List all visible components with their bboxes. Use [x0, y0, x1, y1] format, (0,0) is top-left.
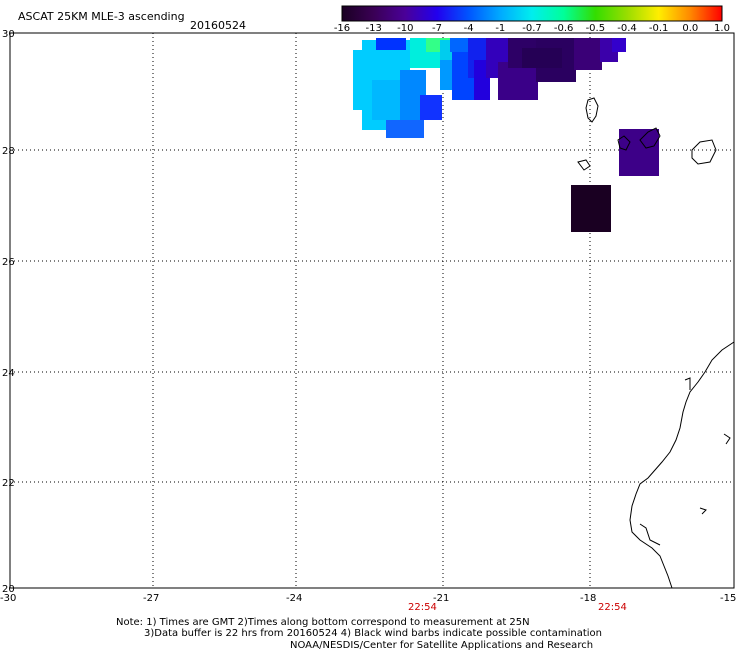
note-line-2: 3)Data buffer is 22 hrs from 20160524 4)…: [144, 628, 602, 639]
colorbar-label: -10: [397, 23, 413, 34]
colorbar-label: -16: [334, 23, 350, 34]
plot-date: 20160524: [190, 19, 246, 32]
x-tick-minus-24: -24: [286, 593, 302, 604]
x-tick-minus-27: -27: [143, 593, 159, 604]
x-tick-minus-18: -18: [580, 593, 596, 604]
y-tick-24: 24: [2, 368, 15, 379]
y-tick-28: 28: [2, 146, 15, 157]
note-line-3: NOAA/NESDIS/Center for Satellite Applica…: [290, 640, 593, 650]
y-tick-22: 22: [2, 478, 15, 489]
colorbar: -16 -13 -10 -7 -4 -1 -0.7 -0.6 -0.5 -0.4 -0.1 0.0 1.…: [334, 5, 730, 34]
colorbar-label: 1.0: [714, 23, 730, 34]
colorbar-gradient: [341, 5, 723, 22]
x-tick-minus-30: -30: [0, 593, 16, 604]
coastlines: [577, 97, 735, 589]
colorbar-label: -7: [432, 23, 442, 34]
time-label-left: 22:54: [408, 602, 437, 613]
colorbar-label: -0.4: [617, 23, 637, 34]
wind-swath: [353, 38, 659, 232]
colorbar-label: -0.6: [554, 23, 574, 34]
note-line-1: Note: 1) Times are GMT 2)Times along bot…: [116, 617, 530, 628]
x-tick-minus-21: -21: [433, 593, 449, 604]
y-tick-20: 20: [2, 584, 15, 595]
y-tick-26: 26: [2, 257, 15, 268]
grid: [10, 33, 734, 588]
colorbar-label: -0.7: [522, 23, 542, 34]
y-tick-30: 30: [2, 29, 15, 40]
plot-title: ASCAT 25KM MLE-3 ascending: [18, 10, 185, 23]
colorbar-label: -0.1: [649, 23, 669, 34]
x-tick-minus-15: -15: [720, 593, 736, 604]
colorbar-label: 0.0: [682, 23, 698, 34]
colorbar-label: -4: [464, 23, 474, 34]
time-label-right: 22:54: [598, 602, 627, 613]
colorbar-label: -13: [365, 23, 381, 34]
plot-frame: [9, 32, 735, 589]
colorbar-label: -1: [495, 23, 505, 34]
colorbar-label: -0.5: [586, 23, 606, 34]
